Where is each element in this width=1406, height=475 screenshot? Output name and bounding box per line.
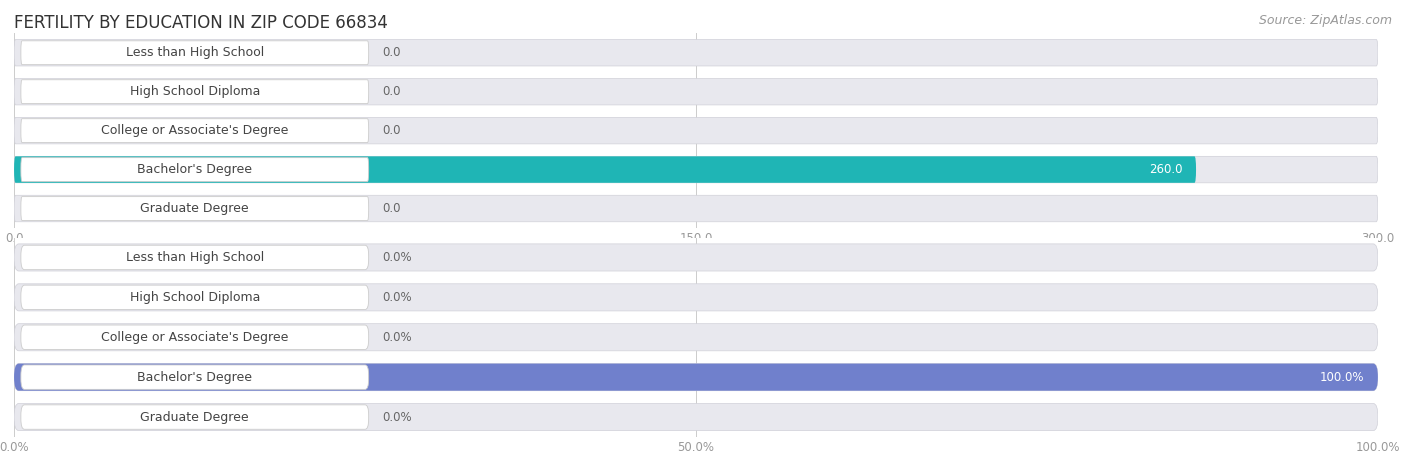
Text: Graduate Degree: Graduate Degree bbox=[141, 410, 249, 424]
Text: FERTILITY BY EDUCATION IN ZIP CODE 66834: FERTILITY BY EDUCATION IN ZIP CODE 66834 bbox=[14, 14, 388, 32]
Text: 0.0: 0.0 bbox=[382, 124, 401, 137]
Text: Graduate Degree: Graduate Degree bbox=[141, 202, 249, 215]
Text: 0.0%: 0.0% bbox=[382, 251, 412, 264]
FancyBboxPatch shape bbox=[21, 158, 368, 181]
FancyBboxPatch shape bbox=[21, 325, 368, 350]
FancyBboxPatch shape bbox=[21, 41, 368, 65]
Text: Source: ZipAtlas.com: Source: ZipAtlas.com bbox=[1258, 14, 1392, 27]
Text: 0.0: 0.0 bbox=[382, 46, 401, 59]
Text: 0.0: 0.0 bbox=[382, 202, 401, 215]
FancyBboxPatch shape bbox=[21, 197, 368, 220]
FancyBboxPatch shape bbox=[14, 117, 1378, 144]
Text: Bachelor's Degree: Bachelor's Degree bbox=[138, 163, 252, 176]
Text: 0.0%: 0.0% bbox=[382, 291, 412, 304]
Text: 100.0%: 100.0% bbox=[1320, 370, 1364, 384]
FancyBboxPatch shape bbox=[21, 285, 368, 310]
FancyBboxPatch shape bbox=[14, 244, 1378, 271]
Text: Less than High School: Less than High School bbox=[125, 46, 264, 59]
Text: 0.0%: 0.0% bbox=[382, 410, 412, 424]
FancyBboxPatch shape bbox=[14, 323, 1378, 351]
FancyBboxPatch shape bbox=[21, 245, 368, 270]
Text: 260.0: 260.0 bbox=[1149, 163, 1182, 176]
Text: 0.0%: 0.0% bbox=[382, 331, 412, 344]
FancyBboxPatch shape bbox=[14, 363, 1378, 391]
Text: High School Diploma: High School Diploma bbox=[129, 291, 260, 304]
FancyBboxPatch shape bbox=[14, 363, 1378, 391]
FancyBboxPatch shape bbox=[21, 119, 368, 142]
FancyBboxPatch shape bbox=[21, 80, 368, 104]
FancyBboxPatch shape bbox=[14, 284, 1378, 311]
Text: Less than High School: Less than High School bbox=[125, 251, 264, 264]
FancyBboxPatch shape bbox=[14, 156, 1197, 183]
Text: High School Diploma: High School Diploma bbox=[129, 85, 260, 98]
FancyBboxPatch shape bbox=[14, 195, 1378, 222]
FancyBboxPatch shape bbox=[21, 405, 368, 429]
FancyBboxPatch shape bbox=[14, 39, 1378, 66]
FancyBboxPatch shape bbox=[14, 78, 1378, 105]
FancyBboxPatch shape bbox=[14, 403, 1378, 431]
Text: College or Associate's Degree: College or Associate's Degree bbox=[101, 331, 288, 344]
Text: Bachelor's Degree: Bachelor's Degree bbox=[138, 370, 252, 384]
Text: 0.0: 0.0 bbox=[382, 85, 401, 98]
Text: College or Associate's Degree: College or Associate's Degree bbox=[101, 124, 288, 137]
FancyBboxPatch shape bbox=[14, 156, 1378, 183]
FancyBboxPatch shape bbox=[21, 365, 368, 390]
